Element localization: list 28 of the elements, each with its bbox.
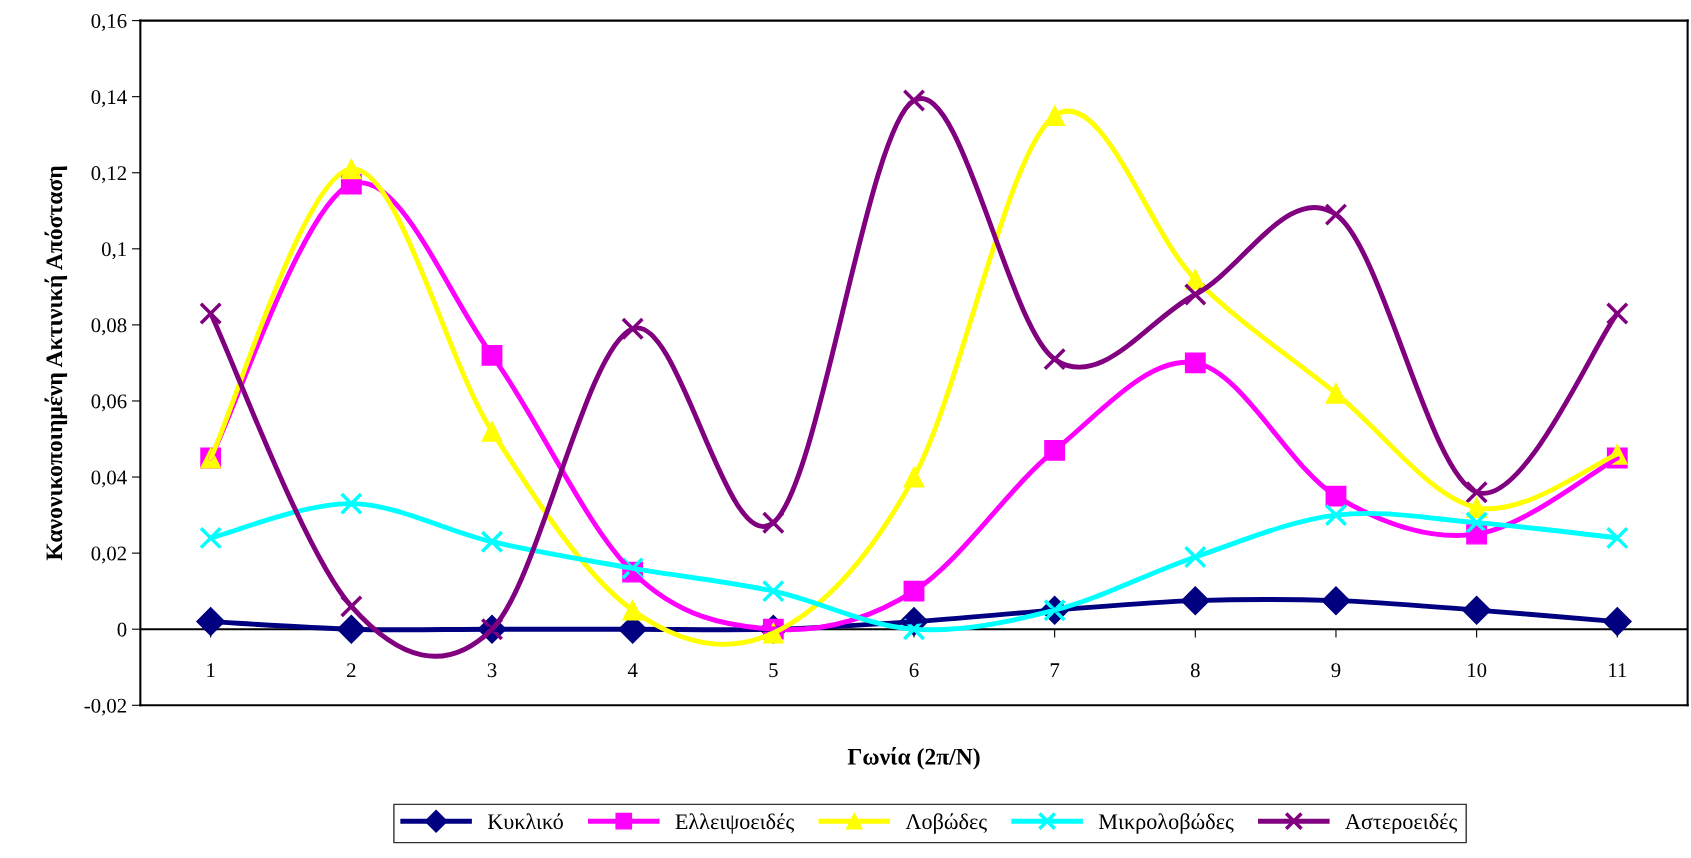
x-tick-label: 1 — [207, 663, 215, 677]
x-tick-label: 8 — [1190, 663, 1200, 678]
x-tick-label: 5 — [769, 663, 778, 678]
y-tick-label: 0 — [117, 622, 127, 637]
x-tick-label: 2 — [347, 663, 356, 677]
x-tick-label: 11 — [1609, 663, 1627, 677]
legend-label: Λοβώδες — [905, 813, 987, 834]
y-tick-label: 0,1 — [101, 242, 126, 260]
y-tick-label: 0,14 — [91, 90, 127, 108]
x-tick-label: 6 — [909, 663, 919, 678]
y-tick-label: 0,12 — [91, 166, 127, 184]
x-tick-label: 7 — [1050, 663, 1060, 677]
x-tick-label: 3 — [487, 663, 497, 678]
y-tick-label: 0,04 — [91, 470, 127, 488]
y-axis-title: Κανονικοποιημένη Ακτινική Απόσταση — [44, 166, 68, 561]
legend-label: Κυκλικό — [487, 813, 563, 830]
x-axis-title: Γωνία (2π/N) — [847, 746, 980, 770]
y-tick-label: 0,08 — [91, 318, 127, 336]
legend-label: Μικρολοβώδες — [1098, 813, 1234, 834]
y-tick-label: 0,16 — [91, 13, 127, 32]
y-tick-label: -0,02 — [84, 698, 127, 716]
x-tick-label: 9 — [1331, 663, 1341, 678]
x-tick-label: 10 — [1468, 663, 1487, 678]
legend-label: Ελλειψοειδές — [675, 813, 795, 834]
legend-label: Αστεροειδές — [1345, 813, 1458, 834]
y-tick-label: 0,06 — [91, 394, 127, 412]
y-tick-label: 0,02 — [91, 546, 127, 564]
x-tick-label: 4 — [627, 663, 638, 677]
